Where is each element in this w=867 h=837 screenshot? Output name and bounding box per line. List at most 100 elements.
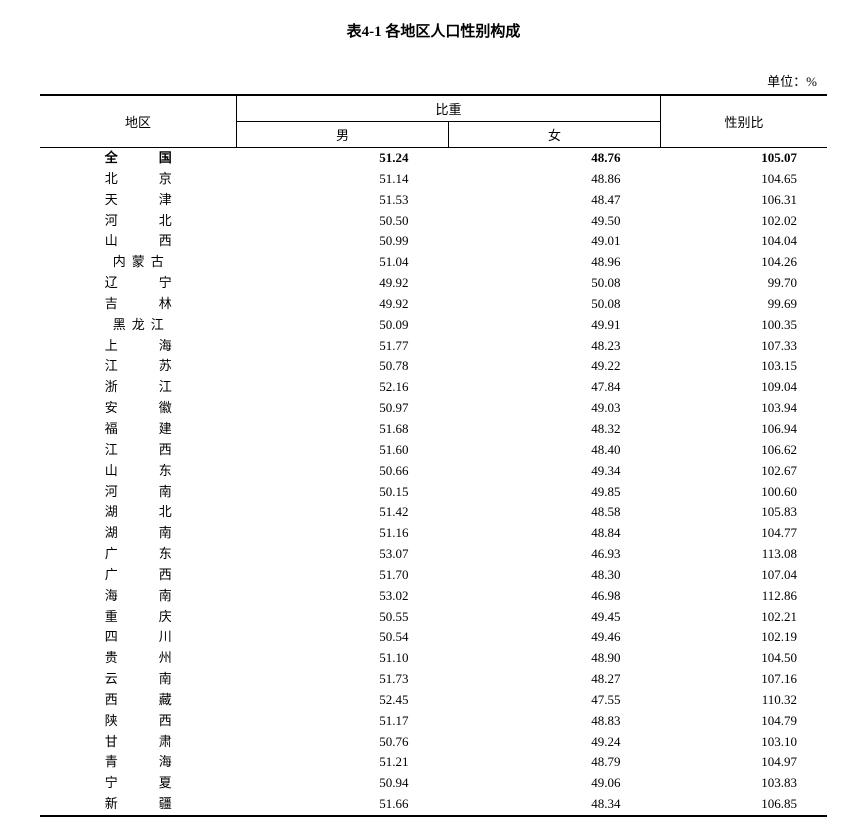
header-region: 地区	[40, 95, 237, 148]
table-row: 上 海51.7748.23107.33	[40, 336, 827, 357]
cell-male: 51.68	[237, 419, 449, 440]
table-row: 吉 林49.9250.0899.69	[40, 294, 827, 315]
cell-region: 江 西	[40, 440, 237, 461]
cell-female: 46.93	[449, 544, 661, 565]
cell-male: 51.70	[237, 565, 449, 586]
cell-ratio: 104.50	[661, 648, 828, 669]
cell-region: 安 徽	[40, 398, 237, 419]
cell-ratio: 104.79	[661, 711, 828, 732]
cell-region: 山 东	[40, 461, 237, 482]
cell-female: 48.27	[449, 669, 661, 690]
table-row: 山 东50.6649.34102.67	[40, 461, 827, 482]
cell-region: 青 海	[40, 752, 237, 773]
cell-region: 宁 夏	[40, 773, 237, 794]
cell-male: 52.16	[237, 377, 449, 398]
cell-male: 50.55	[237, 607, 449, 628]
unit-label: 单位：%	[40, 71, 827, 90]
cell-region: 吉 林	[40, 294, 237, 315]
table-row: 广 东53.0746.93113.08	[40, 544, 827, 565]
cell-female: 50.08	[449, 273, 661, 294]
cell-female: 49.24	[449, 732, 661, 753]
cell-ratio: 104.65	[661, 169, 828, 190]
cell-ratio: 103.15	[661, 356, 828, 377]
cell-female: 48.58	[449, 502, 661, 523]
cell-male: 51.66	[237, 794, 449, 816]
cell-male: 50.15	[237, 482, 449, 503]
cell-region: 浙 江	[40, 377, 237, 398]
cell-region: 福 建	[40, 419, 237, 440]
cell-ratio: 102.21	[661, 607, 828, 628]
cell-female: 48.90	[449, 648, 661, 669]
table-row: 福 建51.6848.32106.94	[40, 419, 827, 440]
table-row: 西 藏52.4547.55110.32	[40, 690, 827, 711]
cell-female: 49.45	[449, 607, 661, 628]
cell-male: 51.10	[237, 648, 449, 669]
cell-male: 51.53	[237, 190, 449, 211]
cell-ratio: 104.26	[661, 252, 828, 273]
cell-ratio: 110.32	[661, 690, 828, 711]
table-row: 河 南50.1549.85100.60	[40, 482, 827, 503]
cell-female: 49.91	[449, 315, 661, 336]
table-row: 江 西51.6048.40106.62	[40, 440, 827, 461]
cell-ratio: 102.02	[661, 211, 828, 232]
table-row: 湖 南51.1648.84104.77	[40, 523, 827, 544]
cell-ratio: 106.62	[661, 440, 828, 461]
table-row: 辽 宁49.9250.0899.70	[40, 273, 827, 294]
table-row: 北 京51.1448.86104.65	[40, 169, 827, 190]
cell-male: 51.73	[237, 669, 449, 690]
cell-female: 49.50	[449, 211, 661, 232]
table-row: 天 津51.5348.47106.31	[40, 190, 827, 211]
table-row: 甘 肃50.7649.24103.10	[40, 732, 827, 753]
cell-ratio: 105.83	[661, 502, 828, 523]
cell-male: 53.02	[237, 586, 449, 607]
cell-region: 西 藏	[40, 690, 237, 711]
cell-male: 52.45	[237, 690, 449, 711]
cell-male: 53.07	[237, 544, 449, 565]
cell-region: 海 南	[40, 586, 237, 607]
table-row: 浙 江52.1647.84109.04	[40, 377, 827, 398]
cell-male: 50.50	[237, 211, 449, 232]
table-header: 地区 比重 性别比 男 女	[40, 95, 827, 148]
table-row: 安 徽50.9749.03103.94	[40, 398, 827, 419]
cell-region: 内蒙古	[40, 252, 237, 273]
data-table: 地区 比重 性别比 男 女 全 国51.2448.76105.07北 京51.1…	[40, 94, 827, 817]
cell-female: 48.96	[449, 252, 661, 273]
cell-region: 黑龙江	[40, 315, 237, 336]
cell-ratio: 105.07	[661, 148, 828, 169]
table-body: 全 国51.2448.76105.07北 京51.1448.86104.65天 …	[40, 148, 827, 817]
cell-female: 48.79	[449, 752, 661, 773]
cell-male: 51.24	[237, 148, 449, 169]
cell-female: 48.30	[449, 565, 661, 586]
cell-region: 贵 州	[40, 648, 237, 669]
table-row: 新 疆51.6648.34106.85	[40, 794, 827, 816]
cell-ratio: 104.77	[661, 523, 828, 544]
cell-male: 50.54	[237, 627, 449, 648]
header-ratio: 性别比	[661, 95, 828, 148]
cell-ratio: 104.04	[661, 231, 828, 252]
cell-ratio: 113.08	[661, 544, 828, 565]
cell-female: 48.76	[449, 148, 661, 169]
table-row: 江 苏50.7849.22103.15	[40, 356, 827, 377]
table-row: 宁 夏50.9449.06103.83	[40, 773, 827, 794]
cell-region: 北 京	[40, 169, 237, 190]
cell-female: 48.86	[449, 169, 661, 190]
table-row: 内蒙古51.0448.96104.26	[40, 252, 827, 273]
cell-female: 49.01	[449, 231, 661, 252]
cell-region: 甘 肃	[40, 732, 237, 753]
cell-ratio: 99.69	[661, 294, 828, 315]
cell-ratio: 103.83	[661, 773, 828, 794]
cell-female: 47.84	[449, 377, 661, 398]
cell-male: 51.60	[237, 440, 449, 461]
cell-female: 49.22	[449, 356, 661, 377]
cell-region: 上 海	[40, 336, 237, 357]
cell-region: 全 国	[40, 148, 237, 169]
table-row: 陕 西51.1748.83104.79	[40, 711, 827, 732]
cell-male: 49.92	[237, 294, 449, 315]
cell-female: 49.34	[449, 461, 661, 482]
cell-region: 河 南	[40, 482, 237, 503]
cell-region: 云 南	[40, 669, 237, 690]
cell-region: 湖 北	[40, 502, 237, 523]
header-male: 男	[237, 122, 449, 148]
cell-ratio: 107.16	[661, 669, 828, 690]
cell-female: 48.83	[449, 711, 661, 732]
